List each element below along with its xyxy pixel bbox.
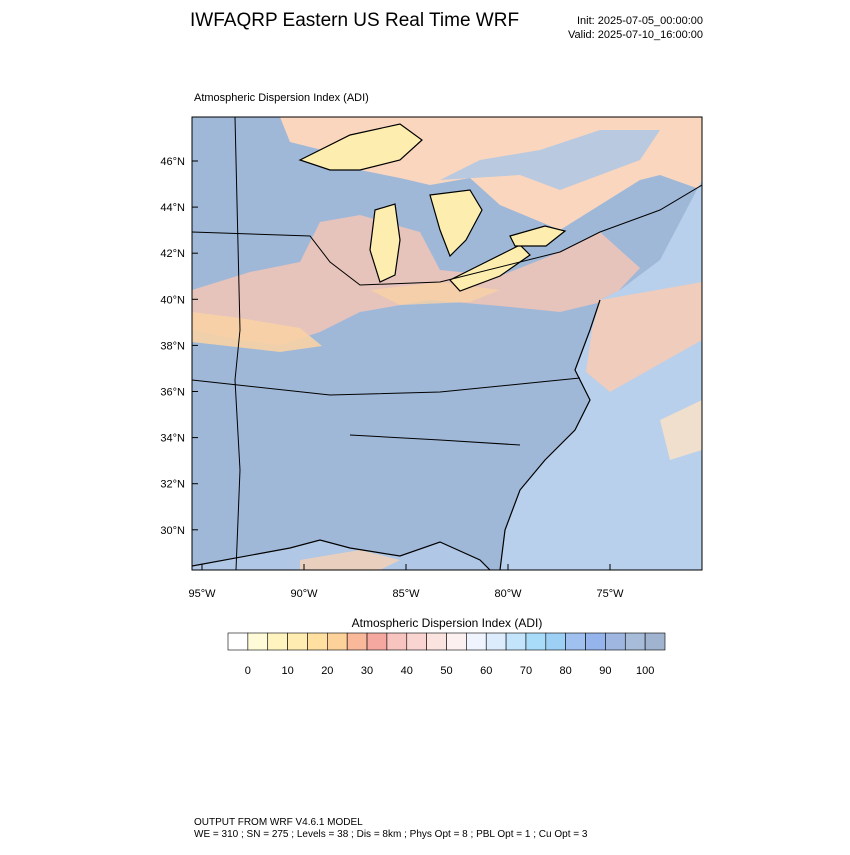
colorbar-label: 10 xyxy=(281,665,293,677)
colorbar-box xyxy=(227,632,249,651)
colorbar-box xyxy=(605,632,626,651)
lat-label: 36°N xyxy=(160,387,185,399)
colorbar-box xyxy=(624,632,646,651)
lon-label: 90°W xyxy=(290,588,318,600)
colorbar-box xyxy=(426,632,447,651)
colorbar-box xyxy=(267,632,288,651)
lat-label: 42°N xyxy=(160,248,185,260)
colorbar-box xyxy=(366,632,388,651)
lon-label: 75°W xyxy=(596,588,624,600)
footer-line: WE = 310 ; SN = 275 ; Levels = 38 ; Dis … xyxy=(194,829,588,840)
colorbar-label: 100 xyxy=(636,665,654,677)
colorbar-box xyxy=(386,632,408,651)
colorbar-box xyxy=(485,632,507,651)
colorbar-box xyxy=(406,632,427,651)
colorbar: 0 10 20 30 40 50 60 70 80 90 100 xyxy=(227,632,666,677)
map-axes: 46°N 44°N 42°N 40°N 38°N 36°N 34°N 32°N 30°N 95°W… xyxy=(160,156,624,600)
colorbar-label: 70 xyxy=(520,665,532,677)
colorbar-box xyxy=(525,632,547,651)
colorbar-box xyxy=(505,632,527,651)
colorbar-label: 60 xyxy=(480,665,492,677)
lon-label: 85°W xyxy=(392,588,420,600)
colorbar-box xyxy=(466,632,487,651)
lat-label: 32°N xyxy=(160,479,185,491)
colorbar-label: 50 xyxy=(440,665,452,677)
colorbar-box xyxy=(545,632,566,651)
colorbar-label: 30 xyxy=(361,665,373,677)
colorbar-box xyxy=(446,632,467,651)
init-time: Init: 2025-07-05_00:00:00 xyxy=(577,15,703,27)
lat-label: 34°N xyxy=(160,433,185,445)
colorbar-box xyxy=(327,632,348,651)
valid-time: Valid: 2025-07-10_16:00:00 xyxy=(568,29,703,41)
colorbar-box xyxy=(644,632,666,651)
title: IWFAQRP Eastern US Real Time WRF xyxy=(190,10,519,31)
lat-label: 40°N xyxy=(160,294,185,306)
lat-label: 30°N xyxy=(160,525,185,537)
colorbar-box xyxy=(585,632,606,651)
colorbar-box xyxy=(247,632,269,651)
colorbar-box xyxy=(346,632,368,651)
map-frame xyxy=(191,116,703,571)
lat-label: 44°N xyxy=(160,202,185,214)
colorbar-title: Atmospheric Dispersion Index (ADI) xyxy=(352,616,543,630)
colorbar-box xyxy=(287,632,308,651)
lat-label: 38°N xyxy=(160,340,185,352)
colorbar-label: 20 xyxy=(321,665,333,677)
colorbar-label: 0 xyxy=(245,665,251,677)
colorbar-box xyxy=(565,632,586,651)
colorbar-label: 80 xyxy=(560,665,572,677)
lon-label: 95°W xyxy=(188,588,216,600)
footer-line: OUTPUT FROM WRF V4.6.1 MODEL xyxy=(194,817,363,828)
colorbar-label: 40 xyxy=(401,665,413,677)
colorbar-box xyxy=(307,632,328,651)
map-subtitle: Atmospheric Dispersion Index (ADI) xyxy=(194,92,369,104)
map-field xyxy=(192,117,702,570)
lon-label: 80°W xyxy=(494,588,522,600)
colorbar-label: 90 xyxy=(599,665,611,677)
lat-label: 46°N xyxy=(160,156,185,168)
